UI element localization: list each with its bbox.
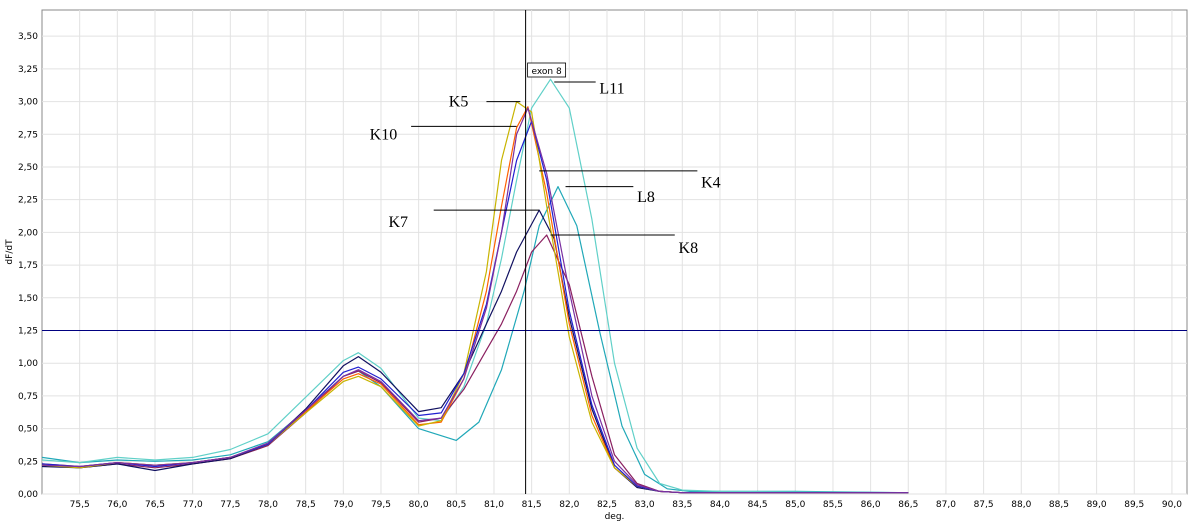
x-tick-label: 83,0 <box>635 500 655 510</box>
y-tick-label: 0,75 <box>18 392 38 402</box>
x-tick-label: 81,5 <box>522 500 542 510</box>
annotations: K5 K10 L11 K4 L8 K7 K8 <box>370 80 721 257</box>
x-tick-label: 86,5 <box>898 500 918 510</box>
annotation-label-L8: L8 <box>637 189 655 206</box>
x-tick-label: 82,0 <box>559 500 579 510</box>
x-tick-label: 78,5 <box>296 500 316 510</box>
y-tick-label: 2,50 <box>18 163 38 173</box>
tick-labels: 0,00 0,25 0,50 0,75 1,00 1,25 1,50 1,75 2,00 2,25… <box>18 32 1182 510</box>
x-tick-label: 90,0 <box>1162 500 1182 510</box>
x-tick-label: 76,5 <box>145 500 165 510</box>
y-tick-label: 1,00 <box>18 359 38 369</box>
overlay: exon 8 <box>42 10 1187 494</box>
y-tick-label: 2,00 <box>18 228 38 238</box>
x-tick-label: 81,0 <box>484 500 504 510</box>
x-tick-label: 86,0 <box>861 500 881 510</box>
marker-label: exon 8 <box>531 67 561 77</box>
y-tick-label: 1,50 <box>18 294 38 304</box>
marker-label-box <box>527 62 567 78</box>
series-line-K10 <box>41 107 909 494</box>
x-tick-label: 89,0 <box>1087 500 1107 510</box>
annotation-label-L11: L11 <box>599 80 624 97</box>
y-tick-label: 3,50 <box>18 32 38 42</box>
y-tick-label: 0,00 <box>18 490 38 500</box>
x-tick-label: 76,0 <box>107 500 127 510</box>
y-tick-label: 2,25 <box>18 196 38 206</box>
x-tick-label: 82,5 <box>597 500 617 510</box>
y-tick-label: 1,75 <box>18 261 38 271</box>
annotation-label-K8: K8 <box>679 240 699 257</box>
annotation-label-K4: K4 <box>701 175 721 192</box>
x-tick-label: 79,5 <box>371 500 391 510</box>
y-tick-label: 1,25 <box>18 326 38 336</box>
x-tick-label: 84,0 <box>710 500 730 510</box>
x-tick-label: 77,0 <box>183 500 203 510</box>
series-line-L11 <box>41 78 909 494</box>
x-tick-label: 79,0 <box>333 500 353 510</box>
x-axis-label: deg. <box>605 512 625 522</box>
annotation-label-K7: K7 <box>389 214 409 231</box>
annotation-label-K10: K10 <box>370 126 398 143</box>
annotation-label-K5: K5 <box>449 94 469 111</box>
series-lines <box>41 78 909 494</box>
x-tick-label: 85,5 <box>823 500 843 510</box>
x-tick-label: 75,5 <box>70 500 90 510</box>
y-tick-label: 0,50 <box>18 425 38 435</box>
y-axis-label: dF/dT <box>5 239 15 265</box>
y-tick-label: 2,75 <box>18 130 38 140</box>
y-tick-label: 3,00 <box>18 98 38 108</box>
x-tick-label: 78,0 <box>258 500 278 510</box>
x-tick-label: 87,5 <box>974 500 994 510</box>
x-tick-label: 85,0 <box>785 500 805 510</box>
y-tick-label: 3,25 <box>18 65 38 75</box>
x-tick-label: 84,5 <box>748 500 768 510</box>
x-tick-label: 89,5 <box>1124 500 1144 510</box>
x-tick-label: 77,5 <box>220 500 240 510</box>
x-tick-label: 87,0 <box>936 500 956 510</box>
x-tick-label: 88,0 <box>1011 500 1031 510</box>
x-tick-label: 83,5 <box>672 500 692 510</box>
x-tick-label: 88,5 <box>1049 500 1069 510</box>
plot-area <box>41 9 1188 495</box>
grid <box>42 10 1187 495</box>
x-tick-label: 80,5 <box>446 500 466 510</box>
y-tick-label: 0,25 <box>18 457 38 467</box>
x-tick-label: 80,0 <box>409 500 429 510</box>
